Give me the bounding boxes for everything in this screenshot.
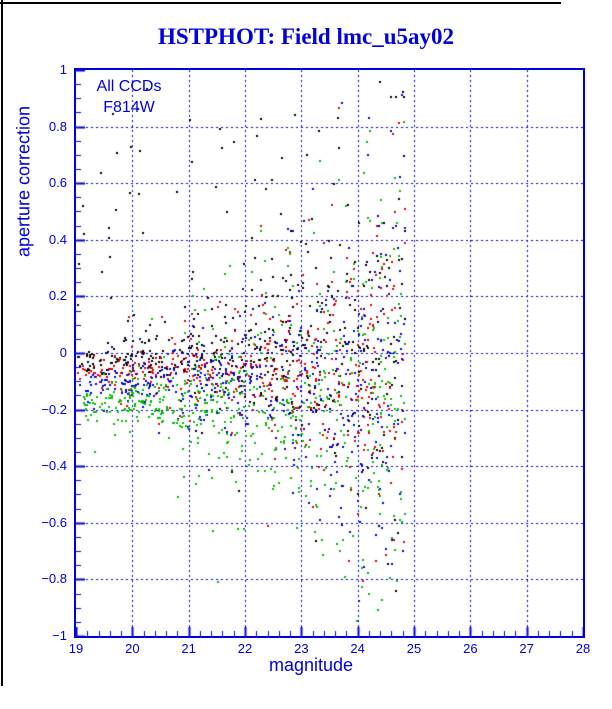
x-tick-label: 21	[181, 641, 196, 656]
page-title: HSTPHOT: Field lmc_u5ay02	[157, 24, 455, 49]
y-tick-label: 0.2	[48, 288, 67, 304]
x-tick-label: 20	[125, 641, 140, 656]
x-tick-label: 26	[463, 641, 478, 656]
y-tick-label: −0.4	[41, 458, 67, 474]
window-border-top	[0, 2, 561, 4]
window-border-left	[1, 0, 3, 686]
plot-annotation: All CCDs F814W	[77, 76, 181, 118]
y-tick-label: 0.6	[48, 175, 67, 191]
x-axis-label: magnitude	[268, 655, 354, 675]
y-tick-label: −0.2	[41, 401, 67, 417]
plot-frame	[74, 68, 585, 638]
y-tick-label: −1	[52, 628, 67, 643]
x-tick-label: 19	[68, 641, 84, 656]
y-tick-label: 0	[59, 345, 67, 360]
x-tick-label: 25	[406, 641, 422, 656]
x-tick-label: 28	[575, 641, 591, 656]
y-tick-label: 0.4	[48, 231, 67, 247]
y-tick-label: −0.8	[41, 571, 67, 587]
annotation-filter: F814W	[103, 99, 155, 116]
scatter-plot-canvas	[76, 70, 583, 636]
y-tick-label: 0.8	[48, 118, 67, 134]
x-tick-label: 24	[350, 641, 365, 656]
x-tick-label: 27	[519, 641, 534, 656]
y-tick-label: 1	[59, 62, 67, 77]
y-tick-label: −0.6	[41, 514, 67, 530]
x-tick-label: 22	[237, 641, 253, 656]
x-tick-label: 23	[294, 641, 309, 656]
annotation-ccds: All CCDs	[96, 78, 162, 95]
